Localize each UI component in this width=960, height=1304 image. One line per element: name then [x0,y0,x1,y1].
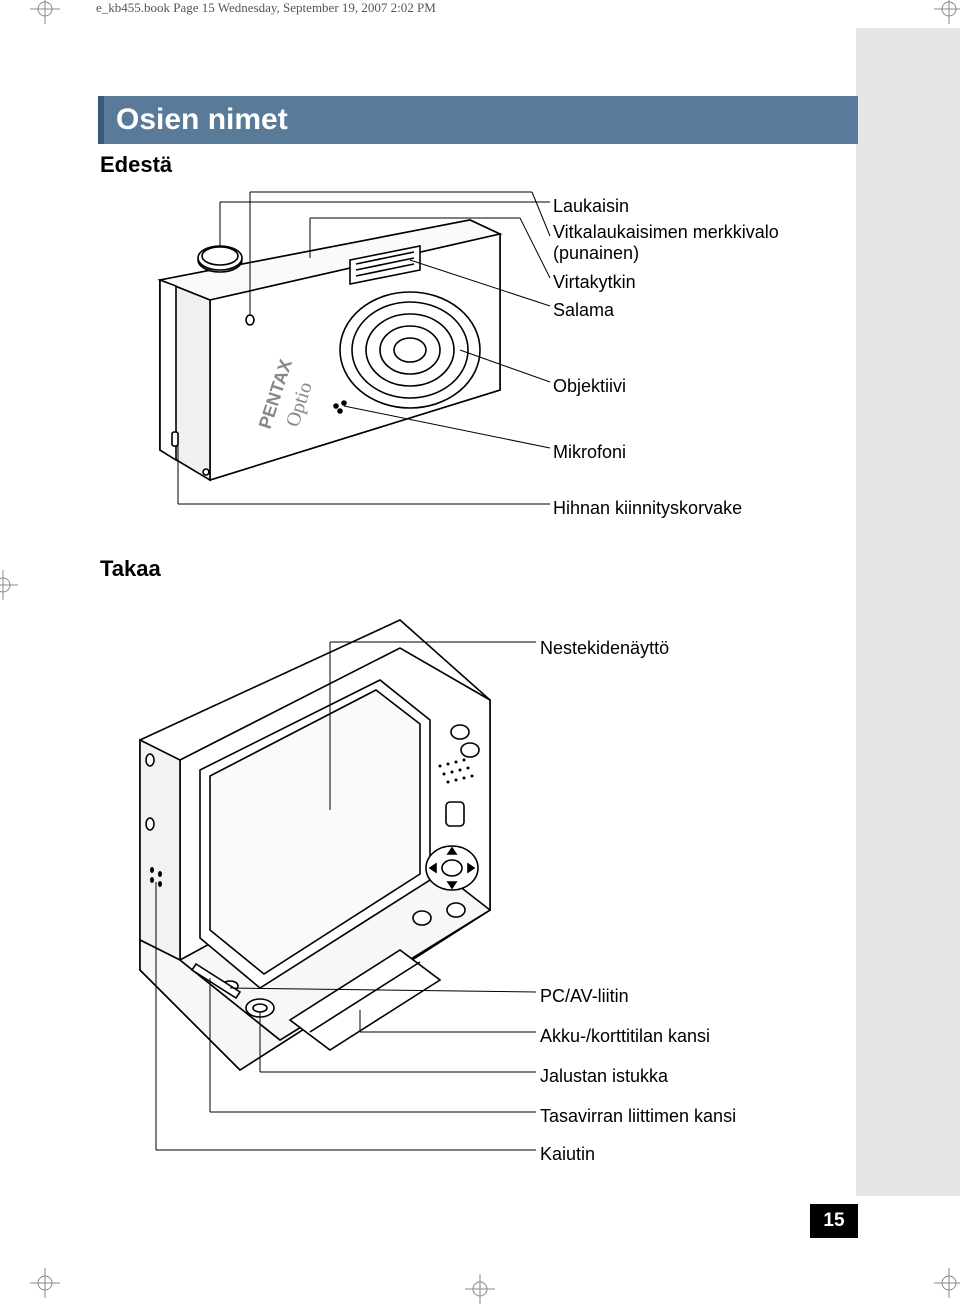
camera-back-diagram [100,590,860,1160]
page-header-line: e_kb455.book Page 15 Wednesday, Septembe… [96,0,436,16]
label-strap: Hihnan kiinnityskorvake [553,498,742,519]
label-batt: Akku-/korttitilan kansi [540,1026,710,1047]
label-lens: Objektiivi [553,376,626,397]
label-tripod: Jalustan istukka [540,1066,668,1087]
crop-mark [0,570,18,600]
label-speaker: Kaiutin [540,1144,595,1165]
subtitle-back: Takaa [100,556,161,582]
label-dc: Tasavirran liittimen kansi [540,1106,736,1127]
crop-mark [934,0,960,24]
label-flash: Salama [553,300,614,321]
side-tab [856,28,960,1196]
crop-mark [30,0,60,24]
label-mic: Mikrofoni [553,442,626,463]
section-title: Osien nimet [98,96,858,144]
page-number: 15 [810,1204,858,1238]
label-shutter: Laukaisin [553,196,629,217]
label-lcd: Nestekidenäyttö [540,638,669,659]
label-selftimer: Vitkalaukaisimen merkkivalo (punainen) [553,222,853,264]
label-power: Virtakytkin [553,272,636,293]
crop-mark [30,1268,60,1298]
label-pcav: PC/AV-liitin [540,986,629,1007]
crop-mark [934,1268,960,1298]
crop-mark [465,1274,495,1304]
